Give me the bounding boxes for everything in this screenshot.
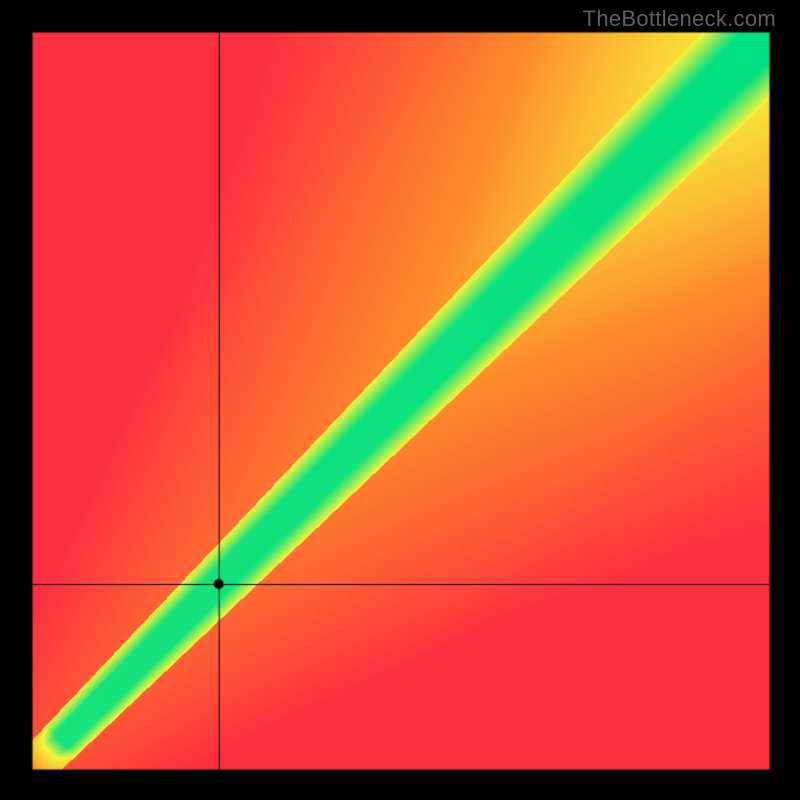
watermark-text: TheBottleneck.com [583, 6, 776, 32]
bottleneck-heatmap [0, 0, 800, 800]
chart-container: TheBottleneck.com [0, 0, 800, 800]
